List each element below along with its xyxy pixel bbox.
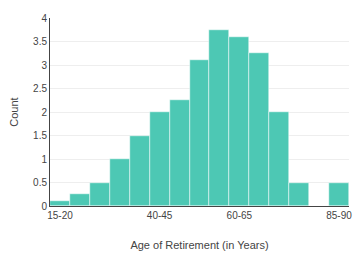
svg-text:1.5: 1.5 <box>33 130 47 141</box>
svg-text:1: 1 <box>41 154 47 165</box>
svg-text:85-90: 85-90 <box>326 210 352 221</box>
svg-text:3: 3 <box>41 60 47 71</box>
svg-text:2: 2 <box>41 107 47 118</box>
svg-text:Age of Retirement (in Years): Age of Retirement (in Years) <box>130 239 268 251</box>
svg-text:60-65: 60-65 <box>227 210 253 221</box>
svg-text:0: 0 <box>41 201 47 212</box>
svg-text:Count: Count <box>8 97 20 126</box>
svg-text:2.5: 2.5 <box>33 83 47 94</box>
svg-text:4: 4 <box>41 13 47 24</box>
svg-text:15-20: 15-20 <box>47 210 73 221</box>
svg-text:3.5: 3.5 <box>33 36 47 47</box>
svg-text:0.5: 0.5 <box>33 177 47 188</box>
svg-text:40-45: 40-45 <box>147 210 173 221</box>
